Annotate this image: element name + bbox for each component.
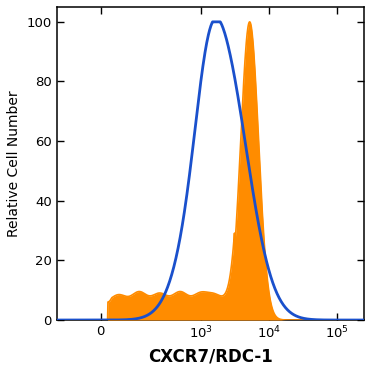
X-axis label: CXCR7/RDC-1: CXCR7/RDC-1	[148, 347, 273, 365]
Y-axis label: Relative Cell Number: Relative Cell Number	[7, 90, 21, 237]
